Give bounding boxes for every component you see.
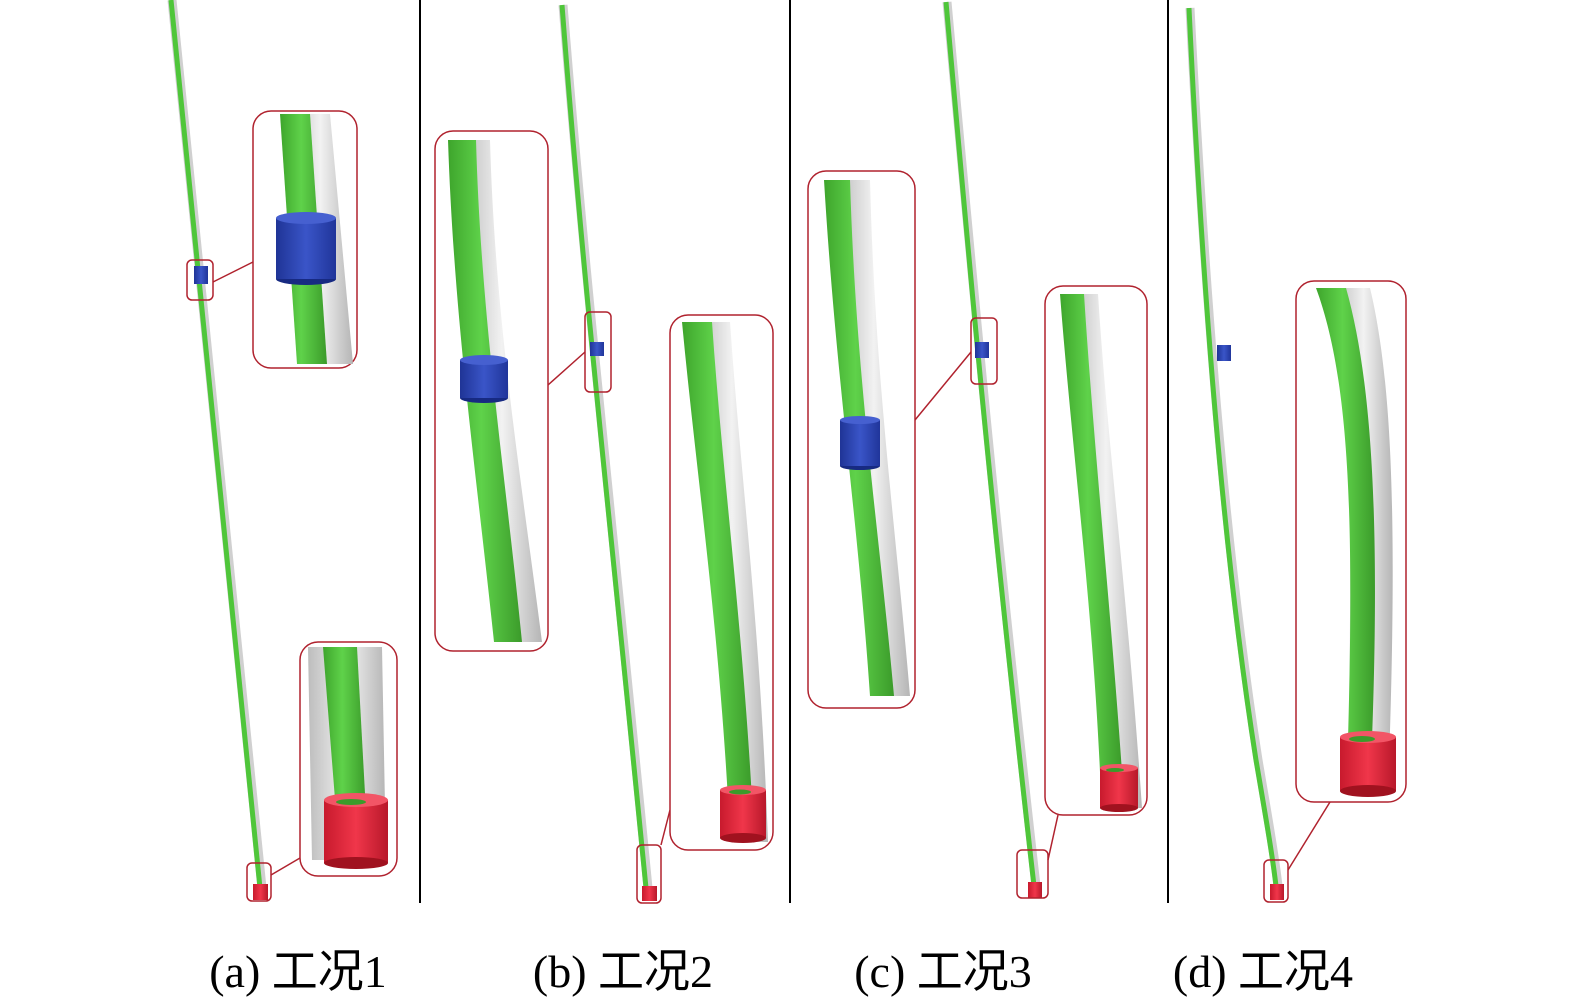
panel-b-leader-1	[547, 351, 586, 386]
panel-b-pump	[642, 886, 657, 901]
panel-a-callout-pump	[299, 641, 398, 877]
panel-d-rod-string	[1185, 7, 1283, 887]
panel-c-callout-pump	[1044, 285, 1148, 816]
panel-c-pump	[1028, 882, 1042, 898]
panel-b-rod-string	[558, 4, 653, 889]
panel-d-caption: (d) 工况4	[1172, 946, 1354, 997]
panel-d-centralizer	[1217, 345, 1231, 361]
panel-b-zoom-marker-pump	[636, 844, 662, 904]
panel-d-zoom-marker-pump	[1263, 859, 1289, 903]
panel-a-pump	[253, 884, 268, 900]
panel-b-callout-centralizer-sleeve	[460, 355, 508, 403]
panel-c-callout-pump-barrel	[1100, 764, 1138, 812]
panel-c-callout-centralizer	[807, 170, 916, 709]
panel-a-callout-centralizer-sleeve	[276, 212, 336, 285]
panel-c-callout-centralizer-sleeve	[840, 416, 880, 470]
panel-d	[1185, 7, 1407, 903]
panel-d-callout-pump-barrel	[1340, 731, 1396, 797]
panel-c-caption: (c) 工况3	[854, 946, 1032, 997]
panel-a-leader-1	[212, 261, 254, 283]
panel-c-zoom-marker-pump	[1016, 849, 1049, 899]
panel-c-leader-2	[1047, 814, 1059, 861]
panel-c-leader-1	[914, 351, 972, 421]
panel-b-callout-pump	[669, 314, 774, 851]
panel-b-caption: (b) 工况2	[532, 946, 714, 997]
panel-d-pump	[1270, 884, 1284, 900]
panel-b-callout-centralizer	[434, 130, 549, 652]
panel-d-leader-1	[1287, 801, 1331, 871]
panel-a-rod-string	[167, 0, 267, 889]
panel-a	[167, 0, 398, 902]
panel-b-centralizer	[590, 342, 604, 356]
panel-d-callout-pump	[1295, 280, 1407, 803]
panel-a-centralizer	[194, 266, 208, 284]
panel-c-rod-string	[942, 1, 1041, 887]
panel-b	[434, 4, 774, 904]
panel-c	[807, 1, 1148, 899]
panel-a-callout-pump-barrel	[324, 793, 388, 869]
panel-a-leader-2	[270, 857, 301, 876]
panel-a-callout-centralizer	[252, 110, 358, 369]
panel-b-leader-2	[660, 809, 671, 846]
panel-a-zoom-marker-pump	[246, 862, 272, 902]
panel-a-zoom-marker-centralizer	[186, 259, 214, 301]
panel-a-caption: (a) 工况1	[209, 946, 387, 997]
panel-b-callout-pump-barrel	[720, 785, 766, 843]
panel-c-zoom-marker-centralizer	[970, 317, 998, 385]
panel-c-centralizer	[975, 342, 989, 358]
